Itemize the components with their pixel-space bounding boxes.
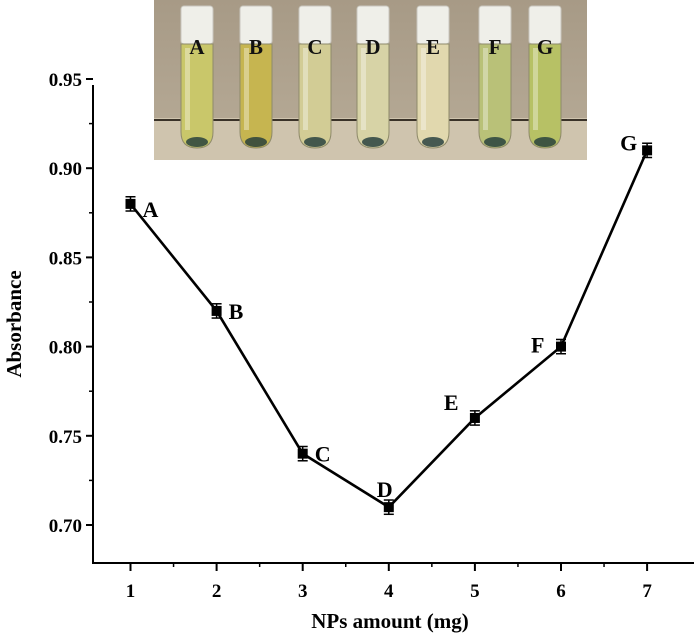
x-tick-label: 4 [384, 581, 394, 602]
vial: C [298, 5, 332, 149]
vial-label: C [307, 35, 322, 59]
vial-liquid [298, 43, 332, 149]
vial-label: E [426, 35, 440, 59]
vial-sediment [186, 137, 208, 147]
data-point-marker [556, 341, 566, 352]
vial-sediment [484, 137, 506, 147]
data-point-marker [383, 502, 394, 513]
vial-glare [303, 48, 308, 130]
x-tick-label: 1 [126, 581, 136, 602]
data-point-label: B [229, 299, 244, 324]
data-point-label: D [377, 477, 393, 502]
x-tick-label: 2 [212, 581, 222, 602]
plot-axes [92, 85, 694, 564]
vial-sediment [304, 137, 326, 147]
data-point-label: F [531, 333, 544, 358]
y-tick-label: 0.85 [49, 248, 82, 269]
vials-photo-inset: A B C D E F G [154, 0, 587, 160]
vial-label: A [189, 35, 205, 59]
vial-label: D [365, 35, 380, 59]
y-tick-label: 0.90 [49, 159, 82, 180]
vial-sediment [534, 137, 556, 147]
x-axis-title: NPs amount (mg) [311, 609, 469, 633]
vial-glare [483, 48, 488, 130]
vial: E [416, 5, 450, 149]
vial-sediment [422, 137, 444, 147]
vial-glare [185, 48, 190, 130]
vial-sediment [362, 137, 384, 147]
vial-liquid [180, 43, 214, 149]
vial-label: F [489, 35, 502, 59]
vial-label: G [537, 35, 553, 59]
vial-glare [244, 48, 249, 130]
y-tick-label: 0.75 [49, 427, 82, 448]
vial-glare [533, 48, 538, 130]
vial-liquid [478, 43, 512, 149]
y-tick-label: 0.70 [49, 516, 82, 537]
vial: B [239, 5, 273, 149]
data-point-label: C [315, 442, 331, 467]
x-tick-label: 5 [470, 581, 480, 602]
vial-liquid [239, 43, 273, 149]
vial: D [356, 5, 390, 149]
y-axis-title: Absorbance [2, 270, 26, 377]
vial-liquid [528, 43, 562, 149]
series-line [129, 149, 649, 509]
data-point-label: G [620, 130, 637, 155]
x-tick-label: 3 [298, 581, 308, 602]
vial: F [478, 5, 512, 149]
vial: G [528, 5, 562, 149]
vial: A [180, 5, 214, 149]
data-point-marker [297, 448, 308, 459]
data-point-marker [642, 145, 653, 156]
vial-sediment [245, 137, 267, 147]
data-point-label: A [143, 197, 159, 222]
vial-glare [361, 48, 366, 130]
y-tick-label: 0.95 [49, 70, 82, 91]
vial-liquid [356, 43, 390, 149]
x-tick-label: 6 [556, 581, 566, 602]
data-point-label: E [444, 390, 459, 415]
vial-label: B [249, 35, 263, 59]
data-point-marker [469, 412, 480, 423]
data-point-marker [125, 198, 136, 209]
vial-liquid [416, 43, 450, 149]
x-tick-label: 7 [642, 581, 652, 602]
data-point-marker [211, 305, 222, 316]
vial-glare [421, 48, 426, 130]
y-tick-label: 0.80 [49, 338, 82, 359]
